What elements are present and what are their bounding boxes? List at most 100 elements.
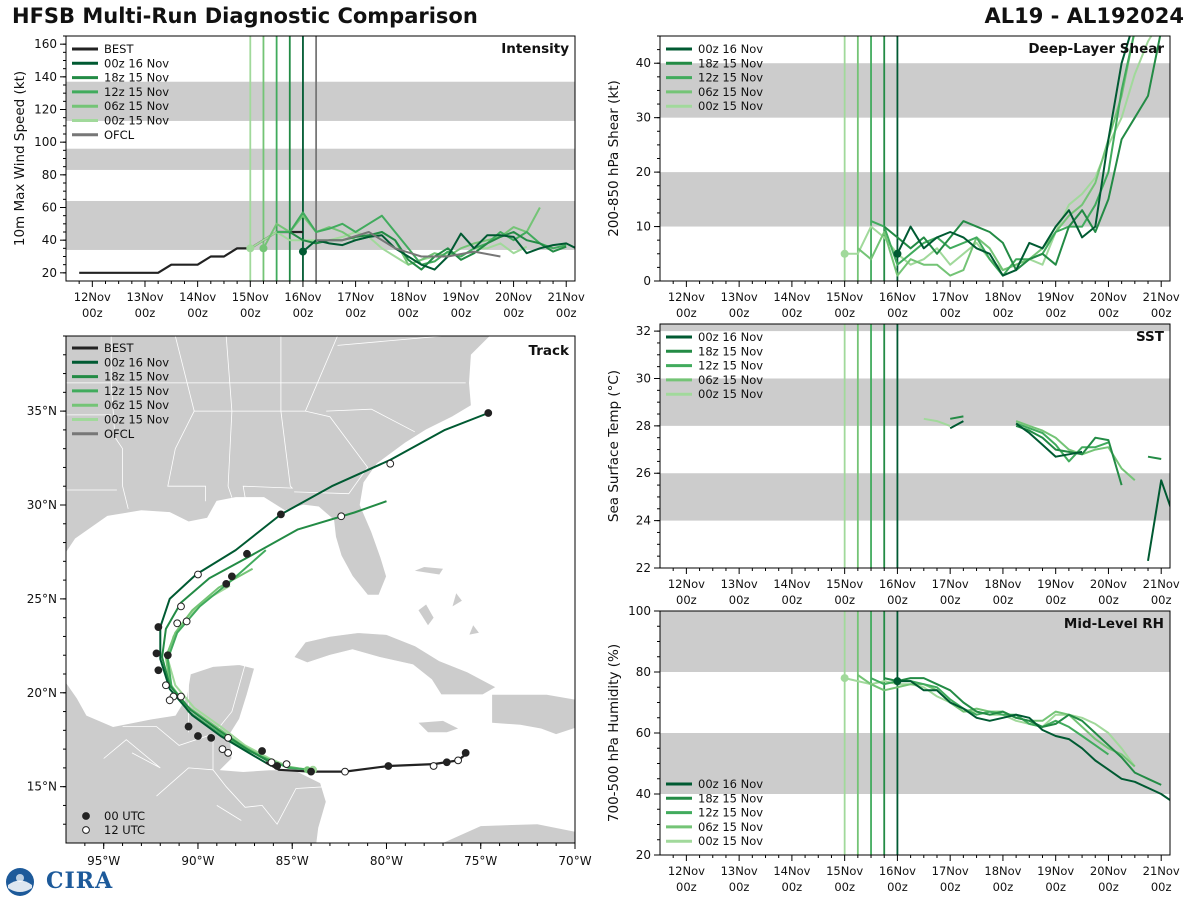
intensity-ytick-label: 20 [42, 266, 57, 280]
track-series-r00z16 [159, 412, 489, 767]
shear-xtick-hour-label: 00z [676, 306, 697, 320]
sst-legend-label-r00z15: 00z 15 Nov [698, 387, 763, 401]
track-marker-legend-symbol [82, 826, 90, 834]
track-marker-legend-label: 12 UTC [104, 823, 145, 837]
intensity-ytick-label: 40 [42, 233, 57, 247]
shear-xtick-day-label: 13Nov [721, 290, 758, 304]
rh-xtick-hour-label: 00z [887, 880, 908, 894]
rh-xtick-day-label: 17Nov [932, 864, 969, 878]
land-cuba [293, 632, 497, 696]
track-marker-00utc [307, 767, 315, 776]
cira-logo-text: CIRA [46, 868, 114, 894]
shear-ylabel: 200-850 hPa Shear (kt) [606, 80, 622, 237]
shear-xtick-hour-label: 00z [940, 306, 961, 320]
intensity-plot-area [66, 36, 575, 281]
sst-band [660, 378, 1170, 426]
intensity-xtick-hour-label: 00z [398, 306, 419, 320]
map-border-line [337, 336, 444, 346]
sst-ylabel: Sea Surface Temp (°C) [606, 370, 622, 522]
intensity-ytick-label: 80 [42, 168, 57, 182]
sst-panel: 22 24 26 28 30 32 12Nov 00z 13Nov 00z 14Nov 00z 15No… [606, 323, 1180, 607]
track-marker-00utc [461, 748, 470, 757]
rh-xtick-hour-label: 00z [676, 880, 697, 894]
track-marker-12utc [182, 617, 191, 626]
intensity-series-r00z16-start-point [298, 247, 307, 256]
intensity-xtick-day-label: 17Nov [337, 290, 374, 304]
rh-xtick-day-label: 15Nov [826, 864, 863, 878]
shear-legend-label-r12z15: 12z 15 Nov [698, 71, 763, 85]
track-ytick-label: 35°N [27, 404, 57, 418]
rh-xtick-hour-label: 00z [940, 880, 961, 894]
track-marker-12utc [177, 692, 185, 701]
track-legend-label-r00z15: 00z 15 Nov [104, 413, 169, 427]
rh-xtick-hour-label: 00z [1098, 880, 1119, 894]
track-series-best [265, 752, 469, 773]
sst-series-r00z16 [1015, 422, 1083, 458]
sst-series-r00z16 [949, 420, 964, 430]
intensity-ytick-label: 160 [34, 37, 57, 51]
track-marker-12utc [429, 762, 438, 770]
land-bahamas [418, 604, 434, 626]
track-marker-12utc [224, 733, 233, 742]
shear-xtick-day-label: 17Nov [932, 290, 969, 304]
shear-xtick-day-label: 18Nov [984, 290, 1021, 304]
track-marker-12utc [177, 602, 185, 611]
sst-band [660, 324, 1170, 332]
shear-series-r18z15 [883, 36, 1162, 272]
intensity-xtick-day-label: 16Nov [284, 290, 321, 304]
sst-xtick-day-label: 21Nov [1143, 577, 1180, 591]
track-marker-00utc [152, 649, 161, 658]
rh-xtick-hour-label: 00z [729, 880, 750, 894]
shear-xtick-hour-label: 00z [1045, 306, 1066, 320]
sst-ytick-label: 22 [636, 561, 651, 575]
map-border-line [156, 767, 214, 797]
map-border-line [225, 336, 233, 498]
map-border-line [110, 336, 129, 509]
land-bahamas [414, 567, 443, 575]
track-ytick-label: 15°N [27, 780, 57, 794]
rh-legend-label-r00z15: 00z 15 Nov [698, 834, 763, 848]
sst-band [660, 473, 1170, 521]
map-border-line [122, 726, 214, 770]
intensity-series-r06z15-start-point [259, 244, 268, 253]
rh-xtick-day-label: 21Nov [1143, 864, 1180, 878]
shear-series-r00z16-start-point [893, 249, 902, 258]
track-marker-00utc [442, 758, 451, 767]
intensity-legend-label-r00z15: 00z 15 Nov [104, 114, 169, 128]
sst-xtick-hour-label: 00z [729, 593, 750, 607]
shear-xtick-day-label: 16Nov [879, 290, 916, 304]
track-marker-00utc [273, 762, 282, 770]
shear-series-r06z15 [857, 36, 1135, 277]
map-border-line [28, 580, 60, 582]
sst-series-r00z16 [1147, 479, 1170, 562]
shear-xtick-hour-label: 00z [782, 306, 803, 320]
intensity-xtick-hour-label: 00z [451, 306, 472, 320]
sst-series-r18z15 [1147, 455, 1162, 460]
intensity-xtick-day-label: 13Nov [126, 290, 163, 304]
track-xtick-label: 80°W [370, 854, 403, 868]
rh-xtick-hour-label: 00z [1045, 880, 1066, 894]
map-border-line [294, 336, 369, 495]
sst-legend-label-r12z15: 12z 15 Nov [698, 359, 763, 373]
rh-ytick-label: 100 [628, 604, 651, 618]
shear-xtick-hour-label: 00z [887, 306, 908, 320]
rh-legend-label-r12z15: 12z 15 Nov [698, 806, 763, 820]
intensity-xtick-hour-label: 00z [293, 306, 314, 320]
track-legend-label-ofcl: OFCL [104, 427, 135, 441]
sst-legend-label-r00z16: 00z 16 Nov [698, 330, 763, 344]
sst-xtick-hour-label: 00z [1151, 593, 1172, 607]
intensity-ytick-label: 60 [42, 201, 57, 215]
track-marker-12utc [218, 745, 227, 754]
rh-series-r18z15 [883, 677, 1162, 786]
track-marker-12utc [282, 760, 291, 769]
intensity-legend-label-r00z16: 00z 16 Nov [104, 56, 169, 70]
intensity-xtick-day-label: 15Nov [232, 290, 269, 304]
map-border-line [167, 336, 206, 502]
intensity-xtick-day-label: 19Nov [442, 290, 479, 304]
shear-ytick-label: 10 [636, 220, 651, 234]
track-xtick-label: 70°W [558, 854, 591, 868]
shear-title: Deep-Layer Shear [1028, 41, 1164, 57]
rh-xtick-day-label: 13Nov [721, 864, 758, 878]
shear-plot-area [660, 36, 1170, 281]
